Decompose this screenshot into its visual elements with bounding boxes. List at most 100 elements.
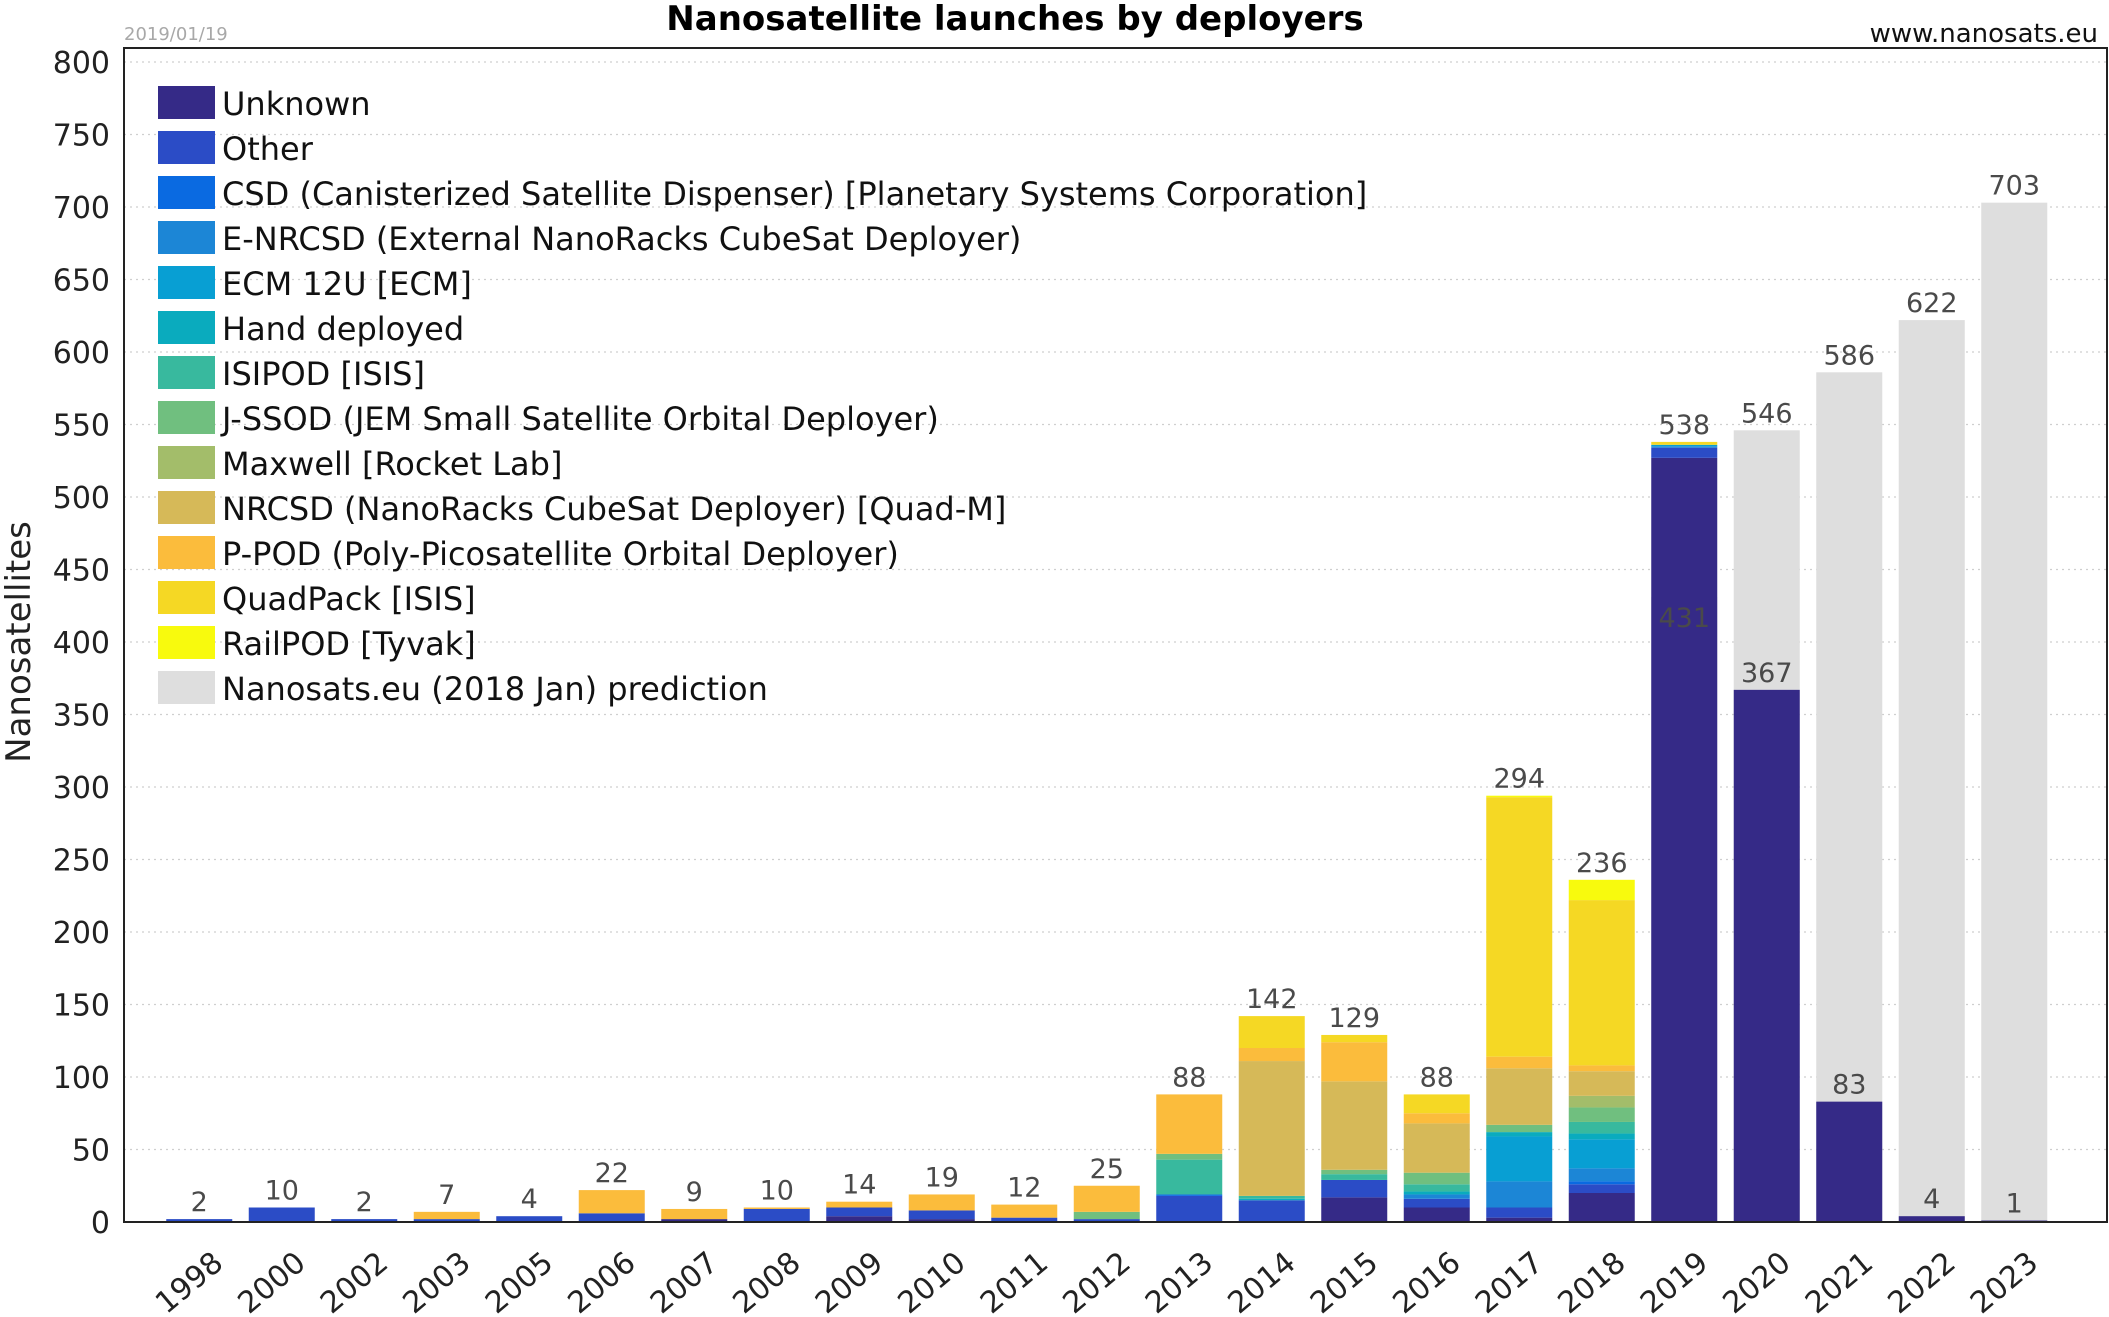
bar-segment [578,1213,645,1222]
total-label: 10 [760,1176,794,1207]
total-label: 83 [1832,1070,1866,1101]
total-label: 4 [521,1184,538,1215]
total-label: 236 [1576,848,1628,879]
legend-label: ECM 12U [ECM] [222,265,472,303]
prediction-label: 586 [1823,340,1875,371]
x-tick-label: 2010 [891,1245,972,1317]
bar-segment [1568,879,1635,901]
bar-segment [496,1216,563,1222]
bar-segment [1568,900,1635,1066]
y-tick-label: 350 [53,699,110,734]
bar-segment [1238,1198,1305,1201]
x-tick-label: 2007 [644,1245,725,1317]
x-tick-label: 2015 [1304,1245,1385,1317]
bar-segment [1486,1056,1553,1069]
bar-segment [743,1207,810,1209]
y-axis-label: Nanosatellites [0,521,39,763]
x-tick-label: 2019 [1634,1245,1715,1317]
total-label: 2 [356,1187,373,1218]
total-label: 10 [265,1176,299,1207]
bar-segment [908,1210,975,1220]
bar-segment [1568,1168,1635,1182]
bar-segment [1238,1016,1305,1048]
legend-label: NRCSD (NanoRacks CubeSat Deployer) [Quad… [222,490,1006,528]
chart-title: Nanosatellite launches by deployers [666,0,1363,39]
prediction-label: 431 [1658,603,1710,634]
bar-segment [1568,1181,1635,1185]
legend-label: Nanosats.eu (2018 Jan) prediction [222,670,768,708]
total-label: 22 [595,1158,629,1189]
legend-label: P-POD (Poly-Picosatellite Orbital Deploy… [222,535,899,573]
bar-segment [1403,1207,1470,1222]
legend-label: Hand deployed [222,310,464,348]
y-tick-label: 50 [72,1134,110,1169]
x-tick-label: 2006 [561,1245,642,1317]
legend-swatch [158,356,215,389]
x-tick-label: 2020 [1716,1245,1797,1317]
bar-segment [1486,797,1553,1057]
y-tick-label: 550 [53,409,110,444]
bar-segment [1156,1194,1223,1196]
legend-label: J-SSOD (JEM Small Satellite Orbital Depl… [220,400,939,438]
bar-segment [1568,1065,1635,1072]
bar-segment [1568,1133,1635,1140]
bar-segment [1816,1101,1883,1222]
bar-segment [1238,1061,1305,1196]
bar-segment [1321,1197,1388,1222]
x-tick-label: 2021 [1799,1245,1880,1317]
legend-swatch [158,671,215,704]
total-label: 88 [1172,1062,1206,1093]
bar-segment [1073,1219,1140,1222]
bar-segment [908,1194,975,1211]
total-label: 1 [2006,1189,2023,1220]
bar-segment [1568,1095,1635,1108]
bar-segment [1486,1132,1553,1137]
total-label: 367 [1741,658,1793,689]
bar-segment [1321,1179,1388,1198]
x-tick-label: 2016 [1386,1245,1467,1317]
legend-label: ISIPOD [ISIS] [222,355,425,393]
legend-label: E-NRCSD (External NanoRacks CubeSat Depl… [222,220,1021,258]
bar-segment [413,1219,480,1222]
source-url: www.nanosats.eu [1870,19,2098,49]
legend-swatch [158,581,215,614]
x-tick-label: 2005 [479,1245,560,1317]
x-tick-label: 2017 [1469,1245,1550,1317]
legend-swatch [158,176,215,209]
prediction-bar [1816,372,1883,1222]
bar-segment [1651,444,1718,447]
bar-segment [1156,1159,1223,1195]
y-tick-label: 300 [53,771,110,806]
total-label: 14 [842,1170,876,1201]
bar-segment [1073,1185,1140,1212]
bar-segment [1486,1068,1553,1125]
legend: Unknown Other CSD (Canisterized Satellite … [158,85,1367,708]
bar-segment [1156,1153,1223,1160]
bar-segment [1321,1174,1388,1180]
y-tick-label: 400 [53,626,110,661]
legend-swatch [158,311,215,344]
x-tick-label: 2003 [396,1245,477,1317]
x-tick-label: 1998 [149,1245,230,1317]
legend-swatch [158,401,215,434]
bar-segment [1403,1123,1470,1173]
y-axis-ticks: 0 50 100 150 200 250 300 350 400 450 500 550 600 650 7… [53,46,110,1241]
legend-label: Maxwell [Rocket Lab] [222,445,562,483]
bar-segment [743,1208,810,1222]
bar-segment [1568,1121,1635,1134]
bar-segment [826,1216,893,1222]
bar-segment [1321,1081,1388,1170]
prediction-label: 703 [1988,171,2040,202]
bar-segment [1568,1139,1635,1169]
y-tick-label: 0 [91,1206,110,1241]
y-tick-label: 200 [53,916,110,951]
total-label: 2 [191,1187,208,1218]
total-label: 19 [925,1162,959,1193]
bar-segment [1321,1034,1388,1043]
x-tick-label: 2014 [1221,1245,1302,1317]
bar-segment [908,1219,975,1222]
x-tick-label: 2023 [1964,1245,2045,1317]
legend-label: RailPOD [Tyvak] [222,625,476,663]
bar-segment [1568,1071,1635,1096]
